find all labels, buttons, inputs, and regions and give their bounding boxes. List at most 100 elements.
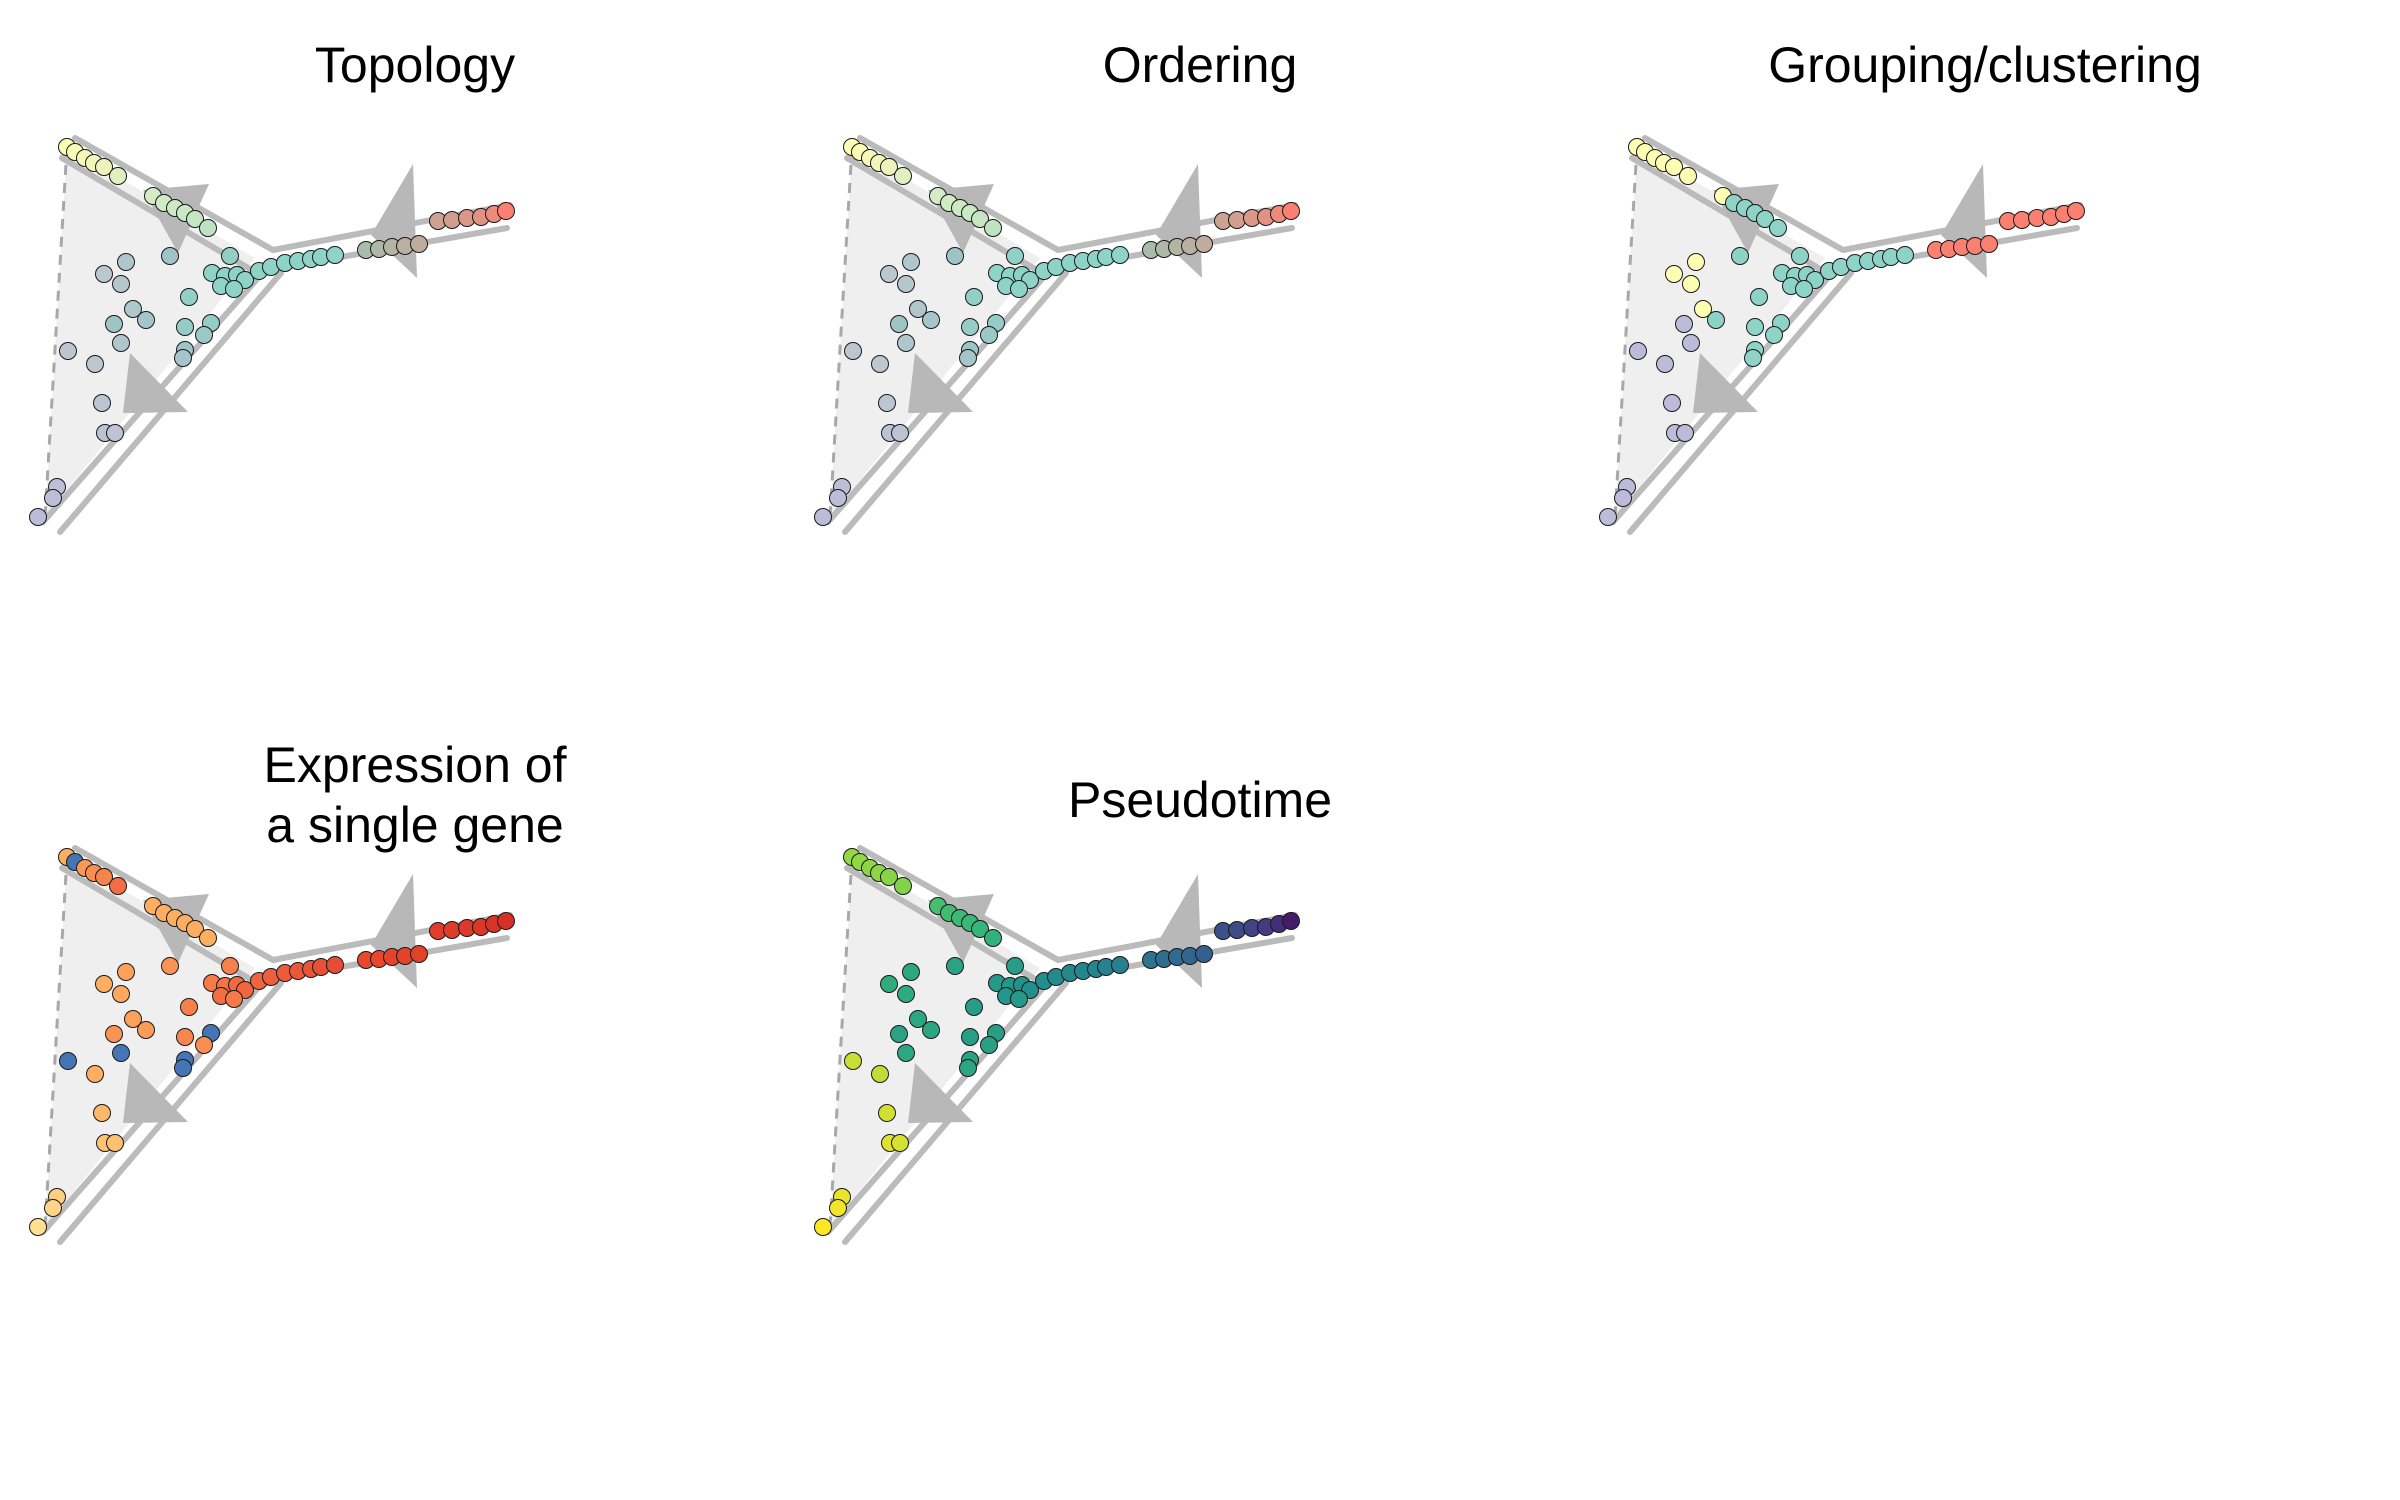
cell-point xyxy=(897,334,915,352)
cell-point xyxy=(1195,945,1213,963)
cell-point xyxy=(410,945,428,963)
panel-title: Grouping/clustering xyxy=(1768,37,2202,93)
panel-title: Pseudotime xyxy=(1067,772,1333,828)
cell-point xyxy=(326,246,344,264)
cell-point xyxy=(891,424,909,442)
cell-point xyxy=(105,1025,123,1043)
panel-expression: Expression of a single gene xyxy=(15,735,815,1475)
cells xyxy=(1599,138,2085,526)
cell-point xyxy=(180,288,198,306)
cell-point xyxy=(117,253,135,271)
cell-point xyxy=(1980,235,1998,253)
cell-point xyxy=(878,1104,896,1122)
cell-point xyxy=(902,253,920,271)
cell-point xyxy=(871,1065,889,1083)
cell-point xyxy=(844,1052,862,1070)
cell-point xyxy=(86,1065,104,1083)
trajectory-plot xyxy=(814,845,1300,1245)
cell-point xyxy=(1769,219,1787,237)
cell-point xyxy=(225,280,243,298)
cell-point xyxy=(971,920,989,938)
cell-point xyxy=(1006,957,1024,975)
cell-point xyxy=(871,355,889,373)
cell-point xyxy=(1679,167,1697,185)
cells xyxy=(814,138,1300,526)
cell-point xyxy=(95,868,113,886)
cell-point xyxy=(1731,247,1749,265)
cell-point xyxy=(186,210,204,228)
cell-point xyxy=(93,1104,111,1122)
cell-point xyxy=(161,957,179,975)
cell-point xyxy=(112,1044,130,1062)
cell-point xyxy=(1665,158,1683,176)
dashed-edge xyxy=(828,856,854,1228)
cell-point xyxy=(897,1044,915,1062)
cell-point xyxy=(909,300,927,318)
cell-point xyxy=(195,1036,213,1054)
cell-point xyxy=(112,334,130,352)
cell-point xyxy=(965,288,983,306)
cell-point xyxy=(93,394,111,412)
cell-point xyxy=(829,489,847,507)
cell-point xyxy=(1707,311,1725,329)
trajectory-plot xyxy=(29,135,515,535)
cell-point xyxy=(1665,265,1683,283)
cell-point xyxy=(980,326,998,344)
panel-title: Expression of a single gene xyxy=(263,737,567,853)
cell-point xyxy=(1750,288,1768,306)
cell-point xyxy=(443,211,461,229)
panel-topology: Topology xyxy=(15,25,815,765)
arrow-right-branch xyxy=(1156,164,1202,278)
cell-point xyxy=(174,349,192,367)
cell-point xyxy=(1111,956,1129,974)
cell-point xyxy=(894,877,912,895)
cells xyxy=(29,848,515,1236)
cell-point xyxy=(1791,247,1809,265)
cell-point xyxy=(1682,334,1700,352)
cell-point xyxy=(161,247,179,265)
cell-point xyxy=(1656,355,1674,373)
cell-point xyxy=(880,975,898,993)
cell-point xyxy=(922,311,940,329)
cell-point xyxy=(195,326,213,344)
arrow-right-branch xyxy=(1156,874,1202,988)
cell-point xyxy=(965,998,983,1016)
cell-point xyxy=(880,158,898,176)
dashed-edge xyxy=(43,856,69,1228)
cell-point xyxy=(95,265,113,283)
cell-point xyxy=(86,355,104,373)
cell-point xyxy=(59,342,77,360)
arrow-right-branch xyxy=(371,164,417,278)
trajectory-layer xyxy=(814,845,1300,1245)
cell-point xyxy=(1676,424,1694,442)
dashed-edge xyxy=(43,146,69,518)
cell-point xyxy=(1744,349,1762,367)
cell-point xyxy=(124,1010,142,1028)
trajectory-plot xyxy=(814,135,1300,535)
cell-point xyxy=(1228,921,1246,939)
arrow-right-branch xyxy=(1941,164,1987,278)
trajectory-layer xyxy=(29,135,515,535)
cell-point xyxy=(880,868,898,886)
panel-title: Ordering xyxy=(1102,37,1298,93)
cell-point xyxy=(225,990,243,1008)
cell-point xyxy=(891,1134,909,1152)
cell-point xyxy=(829,1199,847,1217)
trajectory-plot xyxy=(29,845,515,1245)
cell-point xyxy=(890,1025,908,1043)
cell-point xyxy=(1599,508,1617,526)
arrow-lower-branch xyxy=(908,353,973,413)
cell-point xyxy=(186,920,204,938)
cell-point xyxy=(897,985,915,1003)
cell-point xyxy=(1282,912,1300,930)
cell-point xyxy=(443,921,461,939)
cell-point xyxy=(844,342,862,360)
cell-point xyxy=(44,489,62,507)
cell-point xyxy=(174,1059,192,1077)
cell-point xyxy=(95,975,113,993)
arrow-lower-branch xyxy=(123,353,188,413)
cell-point xyxy=(894,167,912,185)
cell-point xyxy=(880,265,898,283)
panel-grouping: Grouping/clustering xyxy=(1585,25,2385,765)
